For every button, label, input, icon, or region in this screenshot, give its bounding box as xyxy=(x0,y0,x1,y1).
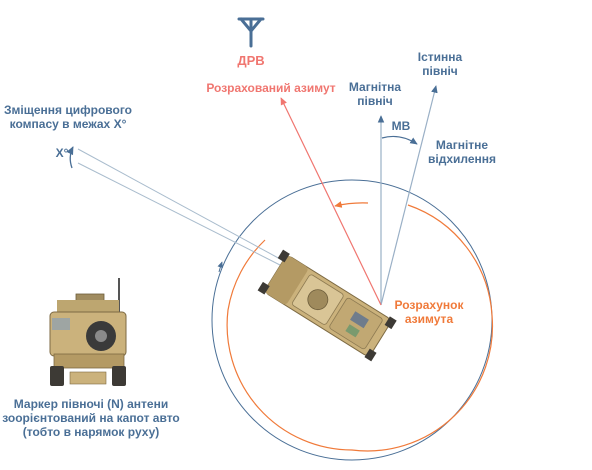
antenna-tower-icon xyxy=(237,17,265,48)
x-degrees-label: X° xyxy=(55,146,69,160)
compass-offset-line-2 xyxy=(77,162,283,267)
station-label: ДРВ xyxy=(237,53,265,68)
true-north-label: Істинна північ xyxy=(410,50,470,78)
compass-offset-label: Зміщення цифрового компасу в межах X° xyxy=(0,103,136,131)
magnetic-north-label: Магнітна північ xyxy=(340,80,410,108)
azimuth-calc-label: Розрахунок азимута xyxy=(388,298,470,326)
calculated-azimuth-label: Розрахований азимут xyxy=(206,81,336,95)
north-marker-label: Маркер півночі (N) антени зоорієнтований… xyxy=(0,397,182,439)
azimuth-calc-line1: Розрахунок xyxy=(394,298,464,312)
north-marker-line2: зоорієнтований на капот авто xyxy=(2,411,180,425)
orange-rotation-arrow xyxy=(334,201,369,208)
magnetic-north-line1: Магнітна xyxy=(348,80,402,94)
true-north-line2: північ xyxy=(422,64,458,78)
orange-orbit-arc xyxy=(226,204,494,452)
vehicle-front-view xyxy=(49,278,127,386)
x-degree-arc xyxy=(66,146,74,169)
magnetic-north-line2: північ xyxy=(357,94,393,108)
true-north-line xyxy=(380,85,438,306)
blue-rotation-arrow xyxy=(217,261,223,273)
declination-line1: Магнітне xyxy=(435,138,489,152)
north-marker-line1: Маркер півночі (N) антени xyxy=(13,397,169,411)
declination-label: Магнітне відхилення xyxy=(420,138,504,166)
vehicle-top-view xyxy=(257,249,397,362)
declination-line2: відхилення xyxy=(427,152,496,166)
true-north-line1: Істинна xyxy=(417,50,463,64)
calculated-azimuth-line xyxy=(280,97,382,306)
mv-label: МВ xyxy=(391,119,411,133)
compass-offset-line1: Зміщення цифрового xyxy=(4,103,132,117)
mv-arc xyxy=(381,135,418,145)
azimuth-calc-line2: азимута xyxy=(404,312,454,326)
north-marker-line3: (тобто в нарямок руху) xyxy=(22,425,160,439)
compass-offset-line-1 xyxy=(77,148,283,261)
compass-offset-line2: компасу в межах X° xyxy=(9,117,127,131)
